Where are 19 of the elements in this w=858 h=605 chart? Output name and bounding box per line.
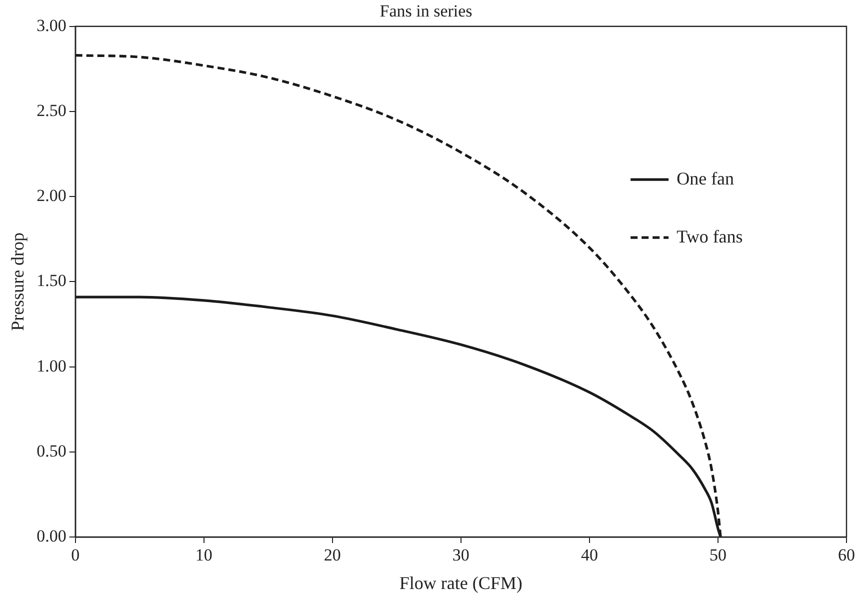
y-tick-label: 2.50	[36, 100, 66, 120]
y-tick-label: 3.00	[36, 16, 66, 35]
y-tick-label: 0.00	[36, 526, 66, 546]
y-axis-title: Pressure drop	[8, 232, 28, 331]
legend-label: Two fans	[676, 226, 743, 246]
x-tick-label: 50	[709, 546, 726, 565]
x-axis-title: Flow rate (CFM)	[399, 572, 522, 593]
y-tick-label: 0.50	[36, 441, 66, 460]
x-tick-label: 10	[195, 546, 212, 565]
y-tick-label: 1.50	[36, 271, 66, 290]
chart-title: Fans in series	[380, 2, 472, 21]
x-tick-label: 60	[838, 546, 855, 565]
legend-label: One fan	[676, 168, 734, 188]
x-tick-label: 40	[580, 546, 598, 565]
x-tick-label: 30	[452, 546, 470, 565]
y-tick-label: 2.00	[36, 186, 66, 206]
y-tick-label: 1.00	[36, 356, 66, 376]
x-tick-label: 20	[324, 546, 341, 565]
x-tick-label: 0	[71, 546, 80, 565]
